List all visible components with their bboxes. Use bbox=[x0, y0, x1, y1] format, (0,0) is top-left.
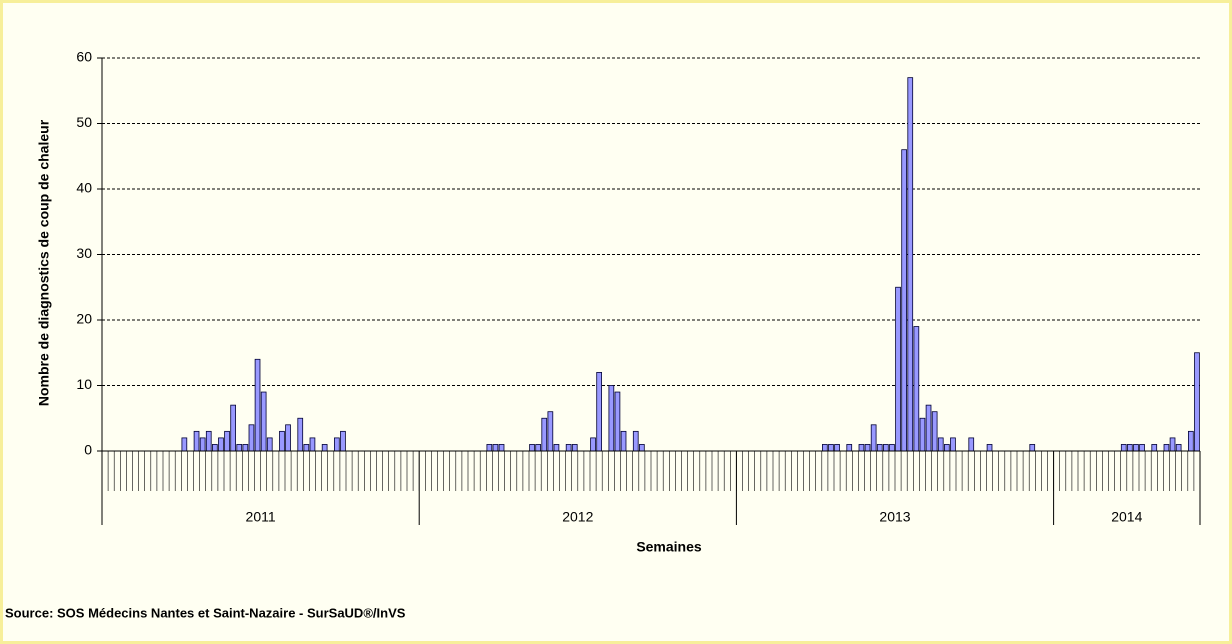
bar bbox=[950, 437, 956, 452]
bar bbox=[834, 444, 840, 452]
bar bbox=[1151, 444, 1158, 452]
bar bbox=[986, 444, 993, 452]
bar bbox=[181, 437, 188, 452]
bar bbox=[858, 444, 865, 452]
bar bbox=[901, 149, 907, 452]
bar bbox=[919, 417, 926, 452]
x-axis-title: Semaines bbox=[636, 539, 702, 555]
bar bbox=[968, 437, 975, 452]
bar bbox=[1163, 444, 1170, 452]
bar bbox=[535, 444, 541, 452]
bar bbox=[1127, 444, 1133, 452]
y-tick-label: 20 bbox=[76, 311, 92, 327]
year-label: 2012 bbox=[562, 509, 593, 525]
bar bbox=[486, 444, 493, 452]
bar bbox=[565, 444, 572, 452]
bar bbox=[321, 444, 328, 452]
y-tick-label: 10 bbox=[76, 376, 92, 392]
y-tick-label: 30 bbox=[76, 245, 92, 261]
bar bbox=[254, 358, 261, 452]
bar bbox=[1188, 430, 1194, 452]
bar bbox=[614, 391, 621, 452]
bar bbox=[242, 444, 249, 452]
bar bbox=[1120, 444, 1127, 452]
bar bbox=[1029, 444, 1036, 452]
y-tick-label: 40 bbox=[76, 180, 92, 196]
bar bbox=[492, 444, 499, 452]
bar bbox=[608, 385, 615, 452]
bar bbox=[925, 404, 932, 452]
bar bbox=[596, 371, 602, 452]
year-label: 2013 bbox=[879, 509, 910, 525]
source: Source: SOS Médecins Nantes et Saint-Naz… bbox=[5, 605, 406, 620]
bar bbox=[639, 444, 645, 452]
bar bbox=[199, 437, 206, 452]
year-label: 2014 bbox=[1111, 509, 1142, 525]
bar bbox=[1175, 444, 1182, 452]
bar bbox=[334, 437, 340, 452]
bar bbox=[895, 286, 901, 452]
bar bbox=[309, 437, 316, 452]
bar bbox=[547, 411, 554, 452]
bar bbox=[260, 391, 267, 452]
bar bbox=[846, 444, 853, 452]
bar bbox=[931, 411, 938, 452]
bar bbox=[297, 417, 304, 452]
bar bbox=[1169, 437, 1176, 452]
bar bbox=[937, 437, 944, 452]
bar bbox=[883, 444, 889, 452]
bar bbox=[193, 430, 200, 452]
y-tick-label: 50 bbox=[76, 114, 92, 130]
bar bbox=[230, 404, 236, 452]
bar bbox=[248, 424, 255, 452]
bar bbox=[553, 444, 560, 452]
bar bbox=[285, 424, 291, 452]
bar bbox=[340, 430, 346, 452]
chart: Nombre de diagnostics de coup de chaleur… bbox=[5, 49, 1201, 620]
bar bbox=[1194, 352, 1200, 452]
y-tick-label: 0 bbox=[84, 442, 92, 458]
y-axis-title: Nombre de diagnostics de coup de chaleur bbox=[36, 119, 52, 406]
bar bbox=[944, 444, 950, 452]
bar bbox=[279, 430, 285, 452]
bar bbox=[907, 77, 914, 452]
bar bbox=[590, 437, 596, 452]
bar bbox=[529, 444, 535, 452]
bar bbox=[876, 444, 883, 452]
bar bbox=[870, 424, 877, 452]
bar bbox=[822, 444, 828, 452]
bar bbox=[1133, 444, 1139, 452]
bar bbox=[828, 444, 834, 452]
bar bbox=[541, 417, 548, 452]
bar bbox=[205, 430, 212, 452]
year-label: 2011 bbox=[246, 509, 276, 525]
bar bbox=[218, 437, 224, 452]
bar bbox=[266, 437, 273, 452]
bar bbox=[236, 444, 243, 452]
bar bbox=[632, 430, 639, 452]
bar bbox=[571, 444, 578, 452]
bar bbox=[498, 444, 505, 452]
y-tick-label: 60 bbox=[76, 49, 92, 65]
bar bbox=[1139, 444, 1145, 452]
bar bbox=[620, 430, 627, 452]
bar bbox=[864, 444, 871, 452]
bar bbox=[889, 444, 895, 452]
bar bbox=[212, 444, 218, 452]
bar bbox=[224, 430, 230, 452]
bar bbox=[913, 326, 920, 452]
bar bbox=[303, 444, 310, 452]
